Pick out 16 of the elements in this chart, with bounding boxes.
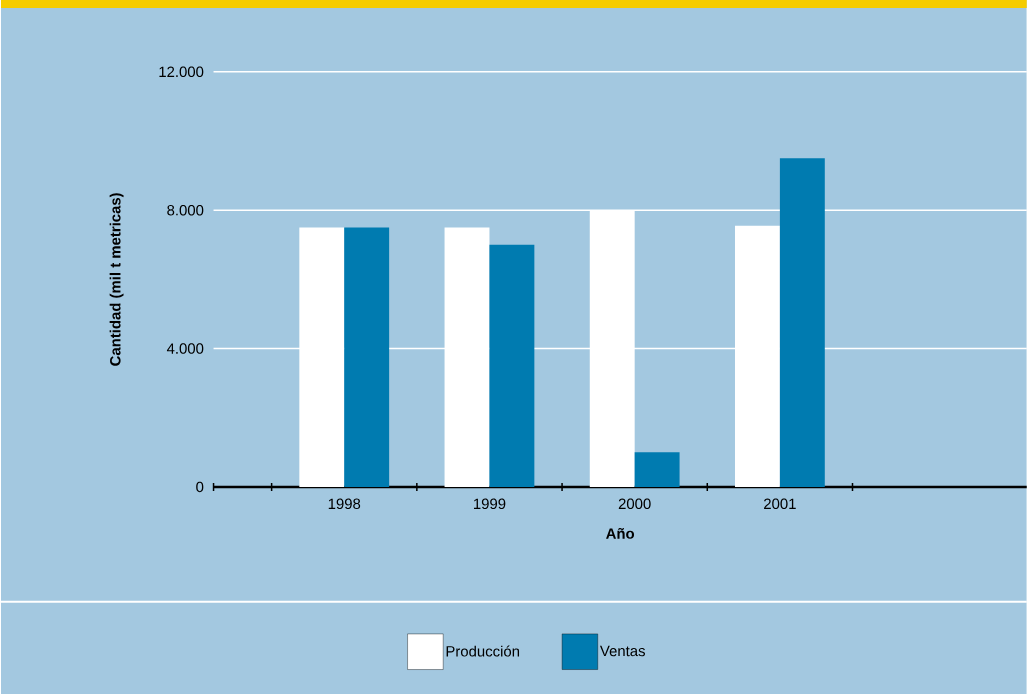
legend-label: Producción <box>446 645 520 657</box>
y-tick-label: 8.000 <box>167 204 204 216</box>
bar <box>489 244 535 487</box>
y-tick-label: 12.000 <box>159 66 204 77</box>
bar <box>344 227 390 487</box>
y-axis-title: Cantidad (mil t metricas) <box>109 192 124 366</box>
x-tick-label: 2001 <box>764 498 796 509</box>
legend-label: Ventas <box>599 645 645 657</box>
bar <box>779 158 825 487</box>
x-tick-label: 1999 <box>474 498 506 509</box>
y-tick-label: 0 <box>196 481 204 492</box>
bar <box>634 452 680 487</box>
x-tick-label: 1998 <box>328 498 361 509</box>
x-tick-label: 2000 <box>618 498 651 509</box>
x-axis-title: Año <box>606 527 635 539</box>
y-tick-label: 4.000 <box>166 343 204 354</box>
